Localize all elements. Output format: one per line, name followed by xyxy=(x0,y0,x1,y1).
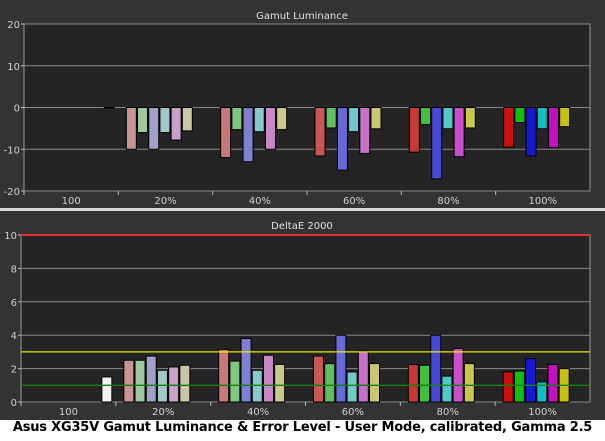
bar-60pct-cyan xyxy=(346,371,358,403)
y-tick-label: 10 xyxy=(7,62,20,73)
bar-40pct-yellow xyxy=(274,363,286,403)
chart-title-gamut-luminance: Gamut Luminance xyxy=(256,11,348,22)
y-tick-label: -10 xyxy=(4,145,20,156)
bar-40pct-blue xyxy=(240,338,252,403)
plot-area xyxy=(20,234,591,403)
bar-40pct-magenta xyxy=(262,354,274,403)
bar-100pct-green xyxy=(514,107,526,124)
y-tick-label: 0 xyxy=(14,104,20,115)
bar-80pct-magenta xyxy=(452,348,464,403)
charts-canvas: Gamut Luminance DeltaE 2000 20100-10-201… xyxy=(0,0,605,420)
y-tick-label: -20 xyxy=(4,187,20,198)
bar-100pct-cyan xyxy=(536,107,548,130)
bar-100-white xyxy=(101,376,113,403)
bar-20pct-magenta xyxy=(168,366,180,403)
x-tick-label: 40% xyxy=(247,407,269,418)
bar-20pct-blue xyxy=(148,107,160,150)
bar-60pct-green xyxy=(324,363,336,403)
bar-80pct-yellow xyxy=(464,107,476,129)
y-tick-label: 8 xyxy=(11,264,17,275)
bar-40pct-blue xyxy=(242,107,254,163)
bar-20pct-green xyxy=(137,107,149,134)
bar-20pct-cyan xyxy=(159,107,171,134)
x-tick-label: 20% xyxy=(154,196,176,207)
figure-caption: Asus XG35V Gamut Luminance & Error Level… xyxy=(12,420,593,435)
bar-100pct-green xyxy=(513,370,525,403)
bar-100pct-red xyxy=(503,107,515,148)
bar-80pct-blue xyxy=(431,107,443,180)
bar-100pct-magenta xyxy=(547,107,559,149)
bar-40pct-red xyxy=(220,107,232,159)
bar-100pct-red xyxy=(502,371,514,403)
bar-20pct-cyan xyxy=(156,369,168,403)
bar-60pct-red xyxy=(313,355,324,403)
x-tick-label: 100% xyxy=(528,407,557,418)
x-tick-label: 60% xyxy=(343,196,365,207)
y-tick-label: 10 xyxy=(4,231,17,242)
chart-title-deltae: DeltaE 2000 xyxy=(271,221,333,232)
x-tick-label: 100 xyxy=(59,407,78,418)
bar-40pct-yellow xyxy=(276,107,288,131)
bar-40pct-red xyxy=(218,348,230,403)
bar-40pct-magenta xyxy=(264,107,276,150)
bar-20pct-yellow xyxy=(179,364,191,403)
y-tick-label: 2 xyxy=(11,365,17,376)
bar-60pct-red xyxy=(314,107,326,157)
bar-20pct-magenta xyxy=(170,107,182,141)
bar-20pct-red xyxy=(125,107,137,150)
bar-20pct-blue xyxy=(145,355,157,403)
bar-60pct-yellow xyxy=(370,107,382,130)
bar-20pct-red xyxy=(123,359,135,403)
bar-80pct-red xyxy=(408,107,420,153)
bar-80pct-magenta xyxy=(453,107,465,158)
bar-60pct-blue xyxy=(335,334,347,403)
x-tick-label: 20% xyxy=(152,407,174,418)
bar-100pct-yellow xyxy=(559,107,571,128)
y-tick-label: 0 xyxy=(11,398,17,409)
bar-40pct-green xyxy=(229,360,241,403)
bar-60pct-green xyxy=(325,107,337,129)
bar-80pct-yellow xyxy=(463,363,475,403)
bar-100pct-magenta xyxy=(547,363,559,403)
bar-40pct-cyan xyxy=(251,369,263,403)
x-tick-label: 60% xyxy=(342,407,364,418)
y-tick-label: 6 xyxy=(11,298,17,309)
bar-80pct-green xyxy=(419,364,431,403)
bar-80pct-cyan xyxy=(442,107,454,130)
bar-60pct-magenta xyxy=(359,107,371,154)
bar-60pct-cyan xyxy=(348,107,360,133)
bar-80pct-blue xyxy=(430,334,442,403)
bar-100-white xyxy=(103,107,115,109)
bar-60pct-magenta xyxy=(357,350,369,403)
panel-separator xyxy=(0,208,605,211)
x-tick-label: 80% xyxy=(437,196,459,207)
x-tick-label: 100 xyxy=(62,196,81,207)
x-tick-label: 80% xyxy=(437,407,459,418)
bar-20pct-green xyxy=(134,359,146,403)
bar-40pct-green xyxy=(231,107,243,131)
y-tick-label: 4 xyxy=(11,331,17,342)
bar-80pct-red xyxy=(407,363,419,403)
bar-100pct-cyan xyxy=(536,381,548,403)
x-tick-label: 100% xyxy=(529,196,558,207)
bar-60pct-yellow xyxy=(369,363,380,403)
bar-100pct-blue xyxy=(525,358,537,403)
y-tick-label: 20 xyxy=(7,20,20,31)
bar-60pct-blue xyxy=(336,107,348,171)
bar-20pct-yellow xyxy=(181,107,193,132)
bar-100pct-blue xyxy=(525,107,537,157)
bar-80pct-green xyxy=(420,107,432,126)
bar-40pct-cyan xyxy=(253,107,265,133)
bar-80pct-cyan xyxy=(441,375,453,403)
x-tick-label: 40% xyxy=(249,196,271,207)
